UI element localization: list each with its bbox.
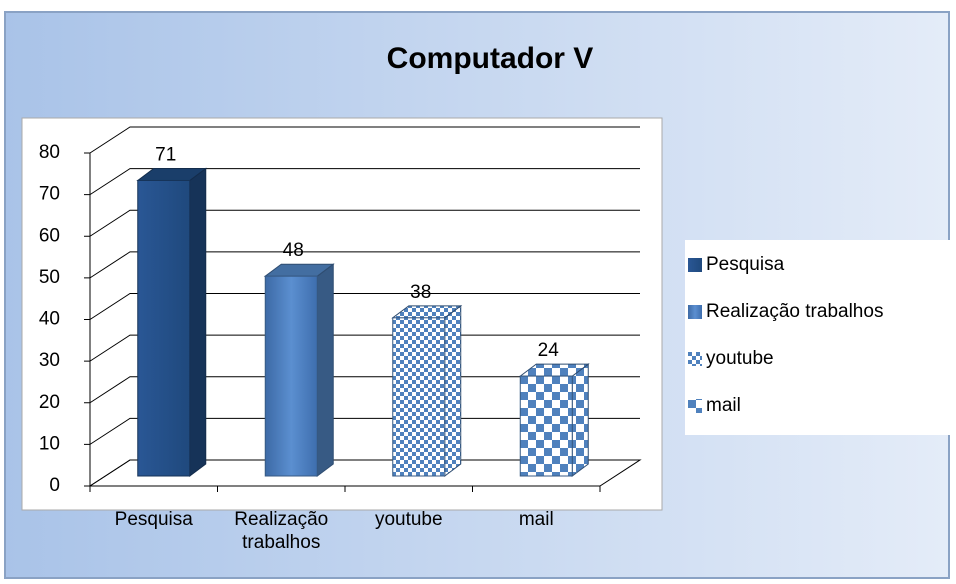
- legend-label: Pesquisa: [706, 254, 785, 275]
- legend-swatch: [688, 352, 702, 366]
- y-tick-label: 70: [39, 184, 60, 205]
- grid-line: [89, 334, 640, 362]
- data-label: 71: [155, 144, 176, 165]
- bar: [264, 275, 318, 477]
- y-tick-label: 30: [39, 350, 60, 371]
- legend-label: Realização trabalhos: [706, 301, 883, 322]
- grid-line: [89, 376, 640, 404]
- x-tick-label: mail: [518, 509, 554, 530]
- chart-title: Computador V: [387, 42, 594, 75]
- bar: [392, 317, 446, 477]
- y-tick-label: 20: [39, 392, 60, 413]
- legend-swatch: [688, 258, 702, 272]
- legend-label: mail: [706, 395, 741, 416]
- legend-box: [685, 240, 951, 435]
- y-tick-label: 10: [39, 433, 60, 454]
- y-tick-label: 80: [39, 142, 60, 163]
- grid-line: [89, 126, 640, 154]
- x-tick-label: youtube: [374, 509, 443, 530]
- grid-line: [89, 293, 640, 320]
- data-label: 38: [410, 282, 431, 303]
- grid-line: [89, 251, 640, 279]
- x-tick-label: Pesquisa: [114, 509, 193, 530]
- legend-label: youtube: [706, 348, 774, 369]
- grid-line: [89, 209, 640, 237]
- x-tick-label: Realização trabalhos: [234, 509, 329, 553]
- bar-side: [189, 167, 207, 477]
- data-label: 48: [283, 240, 304, 261]
- legend-swatch: [688, 305, 702, 319]
- y-tick-label: 50: [39, 267, 60, 288]
- bar-side: [316, 263, 334, 477]
- bar: [519, 375, 573, 477]
- y-tick-label: 0: [49, 475, 60, 496]
- y-tick-label: 60: [39, 225, 60, 246]
- y-tick-label: 40: [39, 309, 60, 330]
- bar-side: [571, 363, 589, 477]
- bar-side: [444, 304, 462, 477]
- grid-line: [89, 417, 640, 445]
- bar: [137, 179, 191, 477]
- grid-line: [89, 459, 640, 487]
- grid-line: [89, 168, 640, 196]
- legend-swatch: [688, 399, 702, 413]
- data-label: 24: [538, 340, 560, 361]
